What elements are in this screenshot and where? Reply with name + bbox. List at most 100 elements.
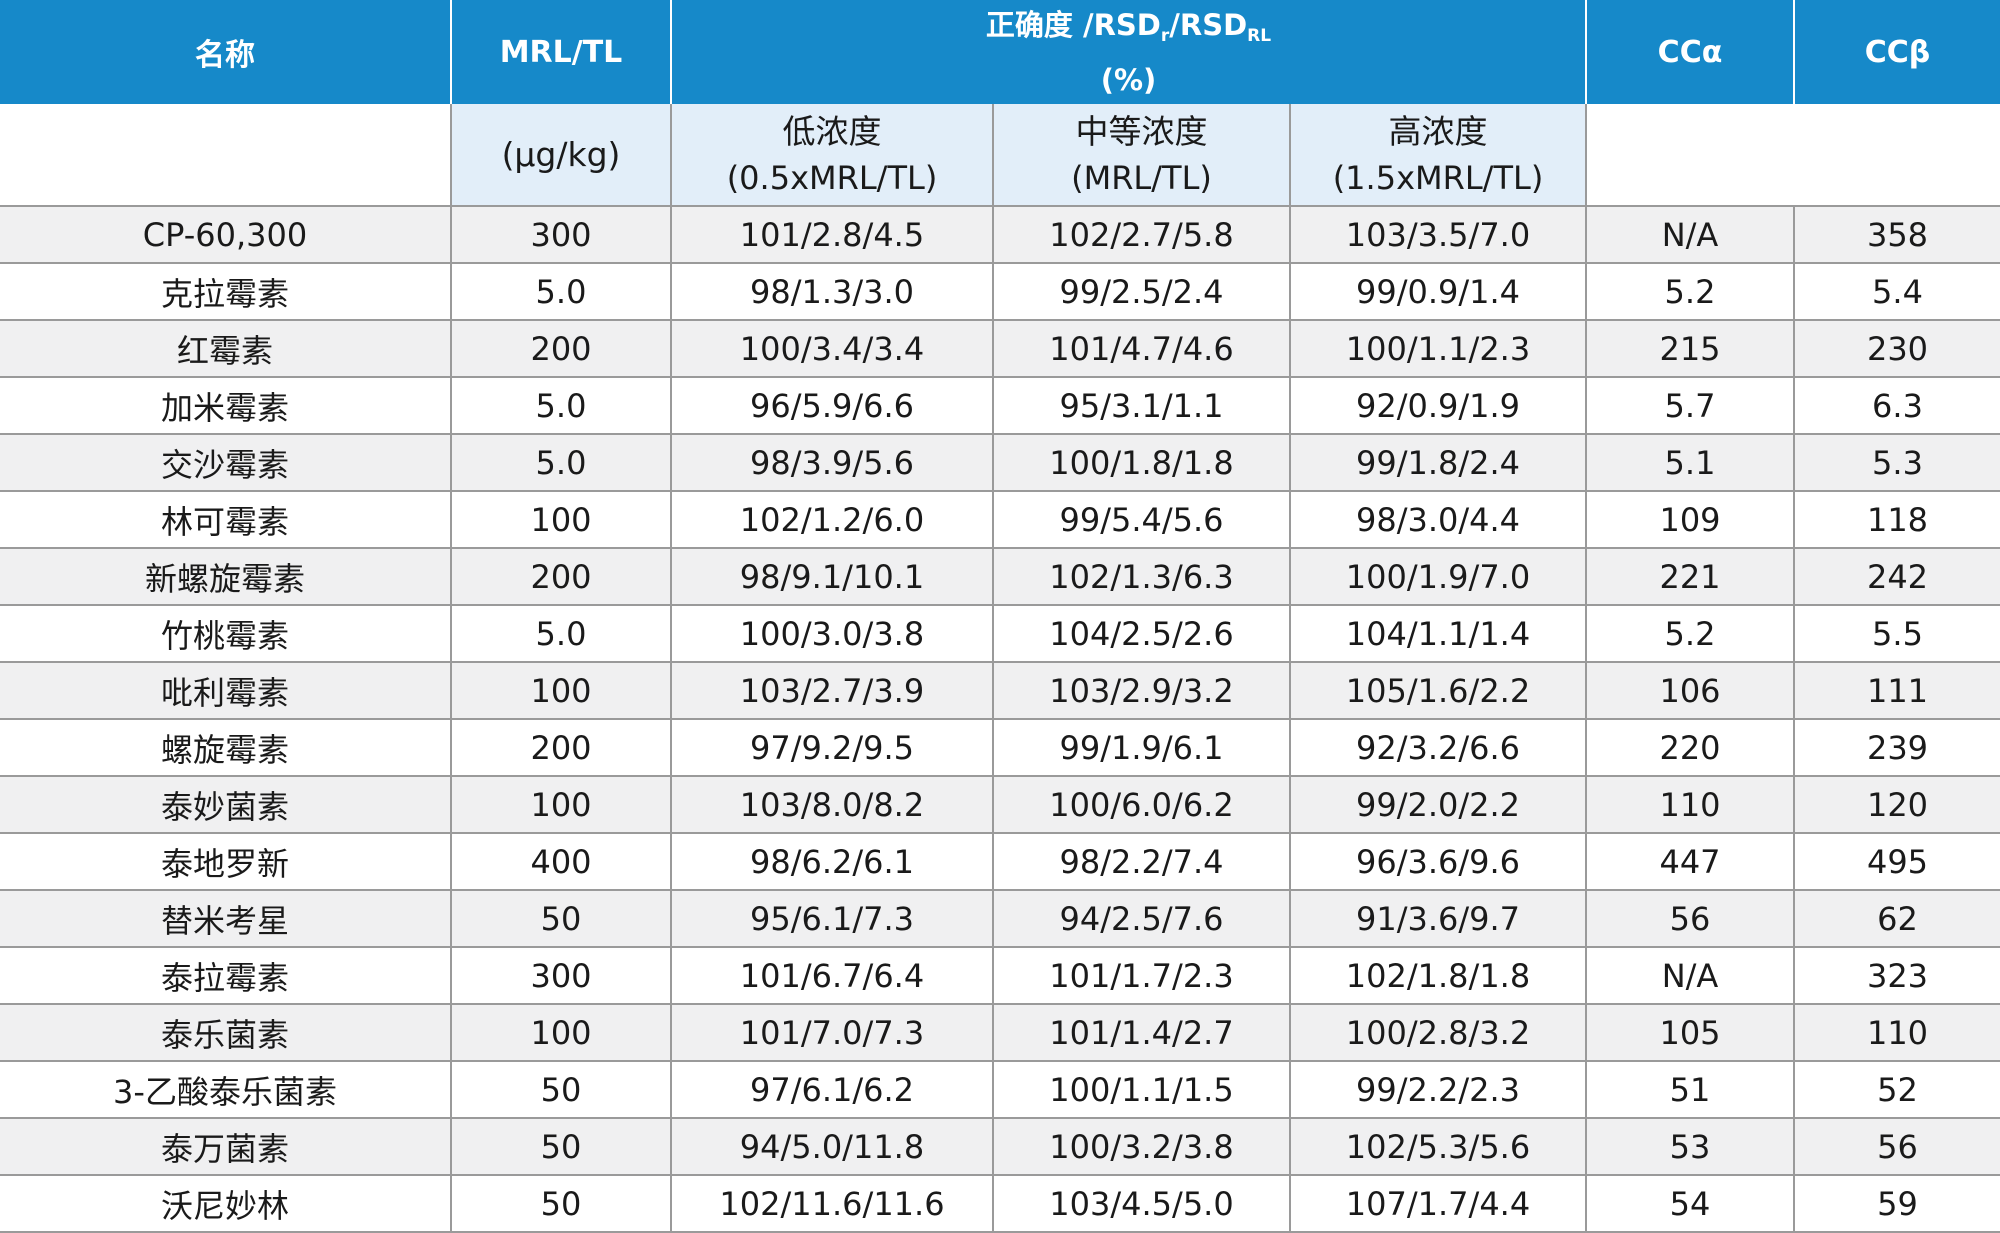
cell-mid: 101/4.7/4.6 xyxy=(992,320,1290,378)
cell-high: 103/3.5/7.0 xyxy=(1289,206,1586,264)
cell-low: 98/6.2/6.1 xyxy=(670,833,993,891)
header-accuracy: 正确度 /RSDr/RSDRL (%) xyxy=(670,0,1586,104)
cell-low: 94/5.0/11.8 xyxy=(670,1118,993,1176)
cell-cc-beta: 59 xyxy=(1793,1175,2000,1233)
cell-name: CP-60,300 xyxy=(0,206,451,264)
cell-high: 98/3.0/4.4 xyxy=(1289,491,1586,549)
cell-cc-beta: 230 xyxy=(1793,320,2000,378)
cell-mid: 102/2.7/5.8 xyxy=(992,206,1290,264)
cell-high: 102/1.8/1.8 xyxy=(1289,947,1586,1005)
cell-cc-beta: 110 xyxy=(1793,1004,2000,1062)
cell-low: 95/6.1/7.3 xyxy=(670,890,993,948)
cell-mrl: 50 xyxy=(450,1118,671,1176)
table-row: 交沙霉素 5.0 98/3.9/5.6 100/1.8/1.8 99/1.8/2.4 5.… xyxy=(0,434,2000,492)
cell-cc-beta: 5.5 xyxy=(1793,605,2000,663)
cell-mid: 94/2.5/7.6 xyxy=(992,890,1290,948)
cell-mid: 99/1.9/6.1 xyxy=(992,719,1290,777)
cell-name: 替米考星 xyxy=(0,890,451,948)
cell-cc-beta: 495 xyxy=(1793,833,2000,891)
cell-cc-alpha: 220 xyxy=(1585,719,1794,777)
table-row: 竹桃霉素 5.0 100/3.0/3.8 104/2.5/2.6 104/1.1/1.4… xyxy=(0,605,2000,663)
cell-name: 泰万菌素 xyxy=(0,1118,451,1176)
cell-low: 101/2.8/4.5 xyxy=(670,206,993,264)
cell-high: 99/2.0/2.2 xyxy=(1289,776,1586,834)
header-accuracy-title: 正确度 /RSDr/RSDRL xyxy=(985,7,1272,46)
cell-name: 3-乙酸泰乐菌素 xyxy=(0,1061,451,1119)
cell-high: 100/2.8/3.2 xyxy=(1289,1004,1586,1062)
cell-mid: 101/1.4/2.7 xyxy=(992,1004,1290,1062)
cell-cc-beta: 62 xyxy=(1793,890,2000,948)
cell-mid: 95/3.1/1.1 xyxy=(992,377,1290,435)
cell-high: 99/0.9/1.4 xyxy=(1289,263,1586,321)
cell-cc-beta: 52 xyxy=(1793,1061,2000,1119)
subheader-name-empty xyxy=(0,104,451,207)
cell-cc-alpha: 5.2 xyxy=(1585,263,1794,321)
cell-cc-alpha: 56 xyxy=(1585,890,1794,948)
cell-name: 竹桃霉素 xyxy=(0,605,451,663)
table-row: 泰地罗新 400 98/6.2/6.1 98/2.2/7.4 96/3.6/9.6 447… xyxy=(0,833,2000,891)
table-row: 新螺旋霉素 200 98/9.1/10.1 102/1.3/6.3 100/1.9/7.… xyxy=(0,548,2000,606)
cell-high: 96/3.6/9.6 xyxy=(1289,833,1586,891)
cell-name: 沃尼妙林 xyxy=(0,1175,451,1233)
cell-high: 99/2.2/2.3 xyxy=(1289,1061,1586,1119)
table-row: 螺旋霉素 200 97/9.2/9.5 99/1.9/6.1 92/3.2/6.6 220… xyxy=(0,719,2000,777)
table-row: 泰乐菌素 100 101/7.0/7.3 101/1.4/2.7 100/2.8/3.2… xyxy=(0,1004,2000,1062)
cell-mrl: 400 xyxy=(450,833,671,891)
cell-mrl: 100 xyxy=(450,1004,671,1062)
subheader-mid-label: 中等浓度 xyxy=(1075,111,1208,151)
table-row: 红霉素 200 100/3.4/3.4 101/4.7/4.6 100/1.1/2.3 2… xyxy=(0,320,2000,378)
table-row: 泰妙菌素 100 103/8.0/8.2 100/6.0/6.2 99/2.0/2.2 1… xyxy=(0,776,2000,834)
cell-high: 100/1.1/2.3 xyxy=(1289,320,1586,378)
cell-cc-beta: 118 xyxy=(1793,491,2000,549)
cell-low: 98/3.9/5.6 xyxy=(670,434,993,492)
cell-high: 105/1.6/2.2 xyxy=(1289,662,1586,720)
cell-cc-beta: 120 xyxy=(1793,776,2000,834)
cell-high: 92/3.2/6.6 xyxy=(1289,719,1586,777)
cell-high: 92/0.9/1.9 xyxy=(1289,377,1586,435)
subheader-low-label: 低浓度 xyxy=(782,111,882,151)
cell-high: 104/1.1/1.4 xyxy=(1289,605,1586,663)
cell-low: 97/6.1/6.2 xyxy=(670,1061,993,1119)
table-row: 林可霉素 100 102/1.2/6.0 99/5.4/5.6 98/3.0/4.4 10… xyxy=(0,491,2000,549)
cell-mrl: 200 xyxy=(450,320,671,378)
cell-cc-alpha: 105 xyxy=(1585,1004,1794,1062)
table-row: 沃尼妙林 50 102/11.6/11.6 103/4.5/5.0 107/1.7/4.… xyxy=(0,1175,2000,1233)
cell-cc-alpha: 215 xyxy=(1585,320,1794,378)
cell-name: 加米霉素 xyxy=(0,377,451,435)
cell-cc-beta: 5.4 xyxy=(1793,263,2000,321)
cell-name: 泰乐菌素 xyxy=(0,1004,451,1062)
cell-cc-alpha: 51 xyxy=(1585,1061,1794,1119)
cell-low: 102/11.6/11.6 xyxy=(670,1175,993,1233)
cell-cc-beta: 6.3 xyxy=(1793,377,2000,435)
cell-low: 103/8.0/8.2 xyxy=(670,776,993,834)
cell-name: 克拉霉素 xyxy=(0,263,451,321)
cell-mrl: 50 xyxy=(450,890,671,948)
cell-mrl: 5.0 xyxy=(450,377,671,435)
cell-name: 新螺旋霉素 xyxy=(0,548,451,606)
table-body: CP-60,300 300 101/2.8/4.5 102/2.7/5.8 103/3.… xyxy=(0,206,2000,1233)
cell-high: 91/3.6/9.7 xyxy=(1289,890,1586,948)
cell-cc-beta: 111 xyxy=(1793,662,2000,720)
subheader-high-label: 高浓度 xyxy=(1388,111,1488,151)
cell-high: 100/1.9/7.0 xyxy=(1289,548,1586,606)
subheader-low-sub: (0.5xMRL/TL) xyxy=(726,158,938,197)
cell-mrl: 200 xyxy=(450,719,671,777)
cell-low: 98/9.1/10.1 xyxy=(670,548,993,606)
subheader-high-sub: (1.5xMRL/TL) xyxy=(1332,158,1544,197)
subheader-cc-empty xyxy=(1586,104,2000,207)
cell-mid: 98/2.2/7.4 xyxy=(992,833,1290,891)
cell-low: 96/5.9/6.6 xyxy=(670,377,993,435)
cell-cc-alpha: 5.7 xyxy=(1585,377,1794,435)
cell-cc-beta: 239 xyxy=(1793,719,2000,777)
cell-name: 红霉素 xyxy=(0,320,451,378)
cell-cc-beta: 323 xyxy=(1793,947,2000,1005)
table-row: 3-乙酸泰乐菌素 50 97/6.1/6.2 100/1.1/1.5 99/2.2/2.… xyxy=(0,1061,2000,1119)
cell-name: 泰拉霉素 xyxy=(0,947,451,1005)
subheader-mrl-unit: (µg/kg) xyxy=(450,104,671,207)
cell-cc-alpha: 447 xyxy=(1585,833,1794,891)
table-row: 克拉霉素 5.0 98/1.3/3.0 99/2.5/2.4 99/0.9/1.4 5.2… xyxy=(0,263,2000,321)
cell-low: 101/6.7/6.4 xyxy=(670,947,993,1005)
cell-low: 100/3.4/3.4 xyxy=(670,320,993,378)
cell-mid: 103/4.5/5.0 xyxy=(992,1175,1290,1233)
